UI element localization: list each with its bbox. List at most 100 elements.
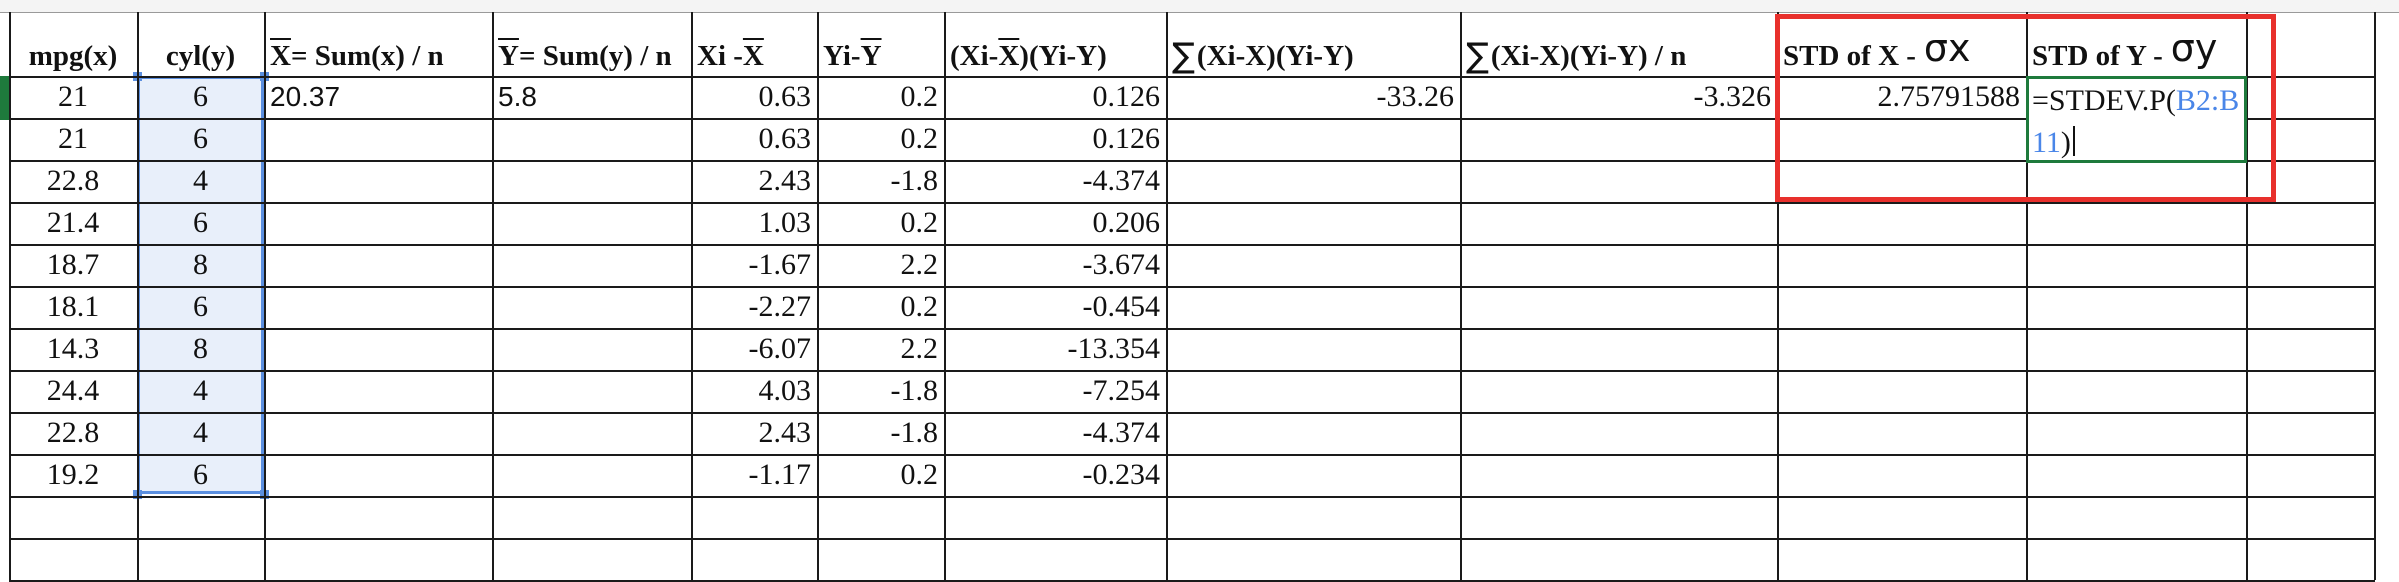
cell-prod[interactable]: 0.126 — [1092, 122, 1161, 155]
cell-xi[interactable]: 0.63 — [758, 80, 812, 113]
cell-yi[interactable]: 0.2 — [900, 458, 939, 491]
cell-sumn[interactable]: -3.326 — [1693, 80, 1772, 113]
cell-ybar[interactable]: 5.8 — [498, 81, 537, 112]
column-divider — [1777, 12, 1779, 580]
cell-yi[interactable]: -1.8 — [890, 374, 939, 407]
row-divider — [9, 160, 2375, 162]
cell-xbar[interactable]: 20.37 — [270, 81, 341, 112]
cell-mpg[interactable]: 21 — [58, 80, 88, 113]
header-text: STD of Y - — [2032, 39, 2163, 72]
header-stdx[interactable]: STD of X - σx — [1777, 26, 2026, 76]
cell-cyl[interactable]: 6 — [193, 290, 208, 323]
cell-cyl[interactable]: 4 — [193, 164, 208, 197]
header-yi[interactable]: Yi- Y — [817, 36, 944, 76]
cell-cyl[interactable]: 6 — [193, 206, 208, 239]
formula-prefix: =STDEV.P( — [2032, 84, 2176, 117]
row-divider — [9, 370, 2375, 372]
row-divider — [9, 76, 2375, 78]
row-divider — [9, 118, 2375, 120]
column-divider — [2374, 12, 2376, 580]
cell-prod[interactable]: 0.206 — [1092, 206, 1161, 239]
header-xi[interactable]: Xi - X — [691, 36, 817, 76]
column-divider — [137, 12, 139, 580]
cell-yi[interactable]: -1.8 — [890, 164, 939, 197]
cell-yi[interactable]: 0.2 — [900, 80, 939, 113]
cell-mpg[interactable]: 22.8 — [46, 416, 100, 449]
cell-xi[interactable]: -2.27 — [748, 290, 812, 323]
column-divider — [817, 12, 819, 580]
cell-xi[interactable]: 2.43 — [758, 164, 812, 197]
header-sum[interactable]: ∑ (Xi-X)(Yi-Y) — [1166, 36, 1460, 76]
cell-cyl[interactable]: 6 — [193, 458, 208, 491]
cell-yi[interactable]: 2.2 — [900, 248, 939, 281]
cell-yi[interactable]: 0.2 — [900, 290, 939, 323]
cell-prod[interactable]: -7.254 — [1082, 374, 1161, 407]
active-cell-editor[interactable] — [2026, 76, 2247, 163]
cell-xi[interactable]: -1.67 — [748, 248, 812, 281]
column-divider — [492, 12, 494, 580]
text-caret — [2072, 126, 2075, 156]
handwritten-sigma: σy — [2170, 26, 2218, 70]
cell-cyl[interactable]: 4 — [193, 374, 208, 407]
header-mean-symbol: X — [270, 39, 291, 72]
cell-xi[interactable]: -6.07 — [748, 332, 812, 365]
cell-yi[interactable]: -1.8 — [890, 416, 939, 449]
cell-sum[interactable]: -33.26 — [1376, 80, 1455, 113]
cell-cyl[interactable]: 8 — [193, 332, 208, 365]
formula-range-ref: B2:B11 — [2032, 84, 2240, 159]
cell-prod[interactable]: 0.126 — [1092, 80, 1161, 113]
cell-xi[interactable]: -1.17 — [748, 458, 812, 491]
header-xbar[interactable]: X = Sum(x) / n — [264, 36, 492, 76]
column-divider — [9, 12, 11, 580]
cell-mpg[interactable]: 21.4 — [46, 206, 100, 239]
cell-xi[interactable]: 0.63 — [758, 122, 812, 155]
header-mean-symbol: X — [998, 39, 1020, 72]
cell-mpg[interactable]: 18.7 — [46, 248, 100, 281]
cell-prod[interactable]: -0.234 — [1082, 458, 1161, 491]
cell-mpg[interactable]: 21 — [58, 122, 88, 155]
cell-mpg[interactable]: 18.1 — [46, 290, 100, 323]
header-mean-symbol: Y — [498, 39, 519, 72]
cell-prod[interactable]: -0.454 — [1082, 290, 1161, 323]
header-stdy[interactable]: STD of Y - σy — [2026, 26, 2246, 76]
cell-prod[interactable]: -3.674 — [1082, 248, 1161, 281]
header-sumn[interactable]: ∑ (Xi-X)(Yi-Y) / n — [1460, 36, 1777, 76]
header-text: )(Yi-Y) — [1019, 39, 1107, 72]
cell-mpg[interactable]: 24.4 — [46, 374, 100, 407]
header-text: mpg(x) — [28, 39, 118, 72]
cell-xi[interactable]: 1.03 — [758, 206, 812, 239]
row-divider — [9, 286, 2375, 288]
cell-stdx[interactable]: 2.75791588 — [1877, 80, 2021, 113]
cell-mpg[interactable]: 14.3 — [46, 332, 100, 365]
cell-prod[interactable]: -13.354 — [1067, 332, 1161, 365]
header-cyl[interactable]: cyl(y) — [137, 36, 264, 76]
cell-xi[interactable]: 4.03 — [758, 374, 812, 407]
column-divider — [944, 12, 946, 580]
formula-being-edited[interactable]: =STDEV.P(B2:B11) — [2032, 80, 2242, 164]
header-prod[interactable]: (Xi- X)(Yi-Y) — [944, 36, 1166, 76]
cell-yi[interactable]: 2.2 — [900, 332, 939, 365]
header-mpg[interactable]: mpg(x) — [9, 36, 137, 76]
header-ybar[interactable]: Y = Sum(y) / n — [492, 36, 691, 76]
cell-cyl[interactable]: 8 — [193, 248, 208, 281]
cell-yi[interactable]: 0.2 — [900, 206, 939, 239]
cell-yi[interactable]: 0.2 — [900, 122, 939, 155]
column-divider — [264, 12, 266, 580]
cell-xi[interactable]: 2.43 — [758, 416, 812, 449]
cell-cyl[interactable]: 4 — [193, 416, 208, 449]
header-text: (Xi-X)(Yi-Y) — [1196, 39, 1354, 72]
cell-cyl[interactable]: 6 — [193, 80, 208, 113]
row-divider — [9, 454, 2375, 456]
row-divider — [9, 328, 2375, 330]
cell-mpg[interactable]: 22.8 — [46, 164, 100, 197]
header-mean-symbol: X — [742, 39, 764, 72]
cell-prod[interactable]: -4.374 — [1082, 416, 1161, 449]
column-divider — [1460, 12, 1462, 580]
column-divider — [2026, 12, 2028, 580]
cell-prod[interactable]: -4.374 — [1082, 164, 1161, 197]
header-text: Yi- — [823, 39, 861, 72]
cell-mpg[interactable]: 19.2 — [46, 458, 100, 491]
column-header-strip[interactable] — [0, 0, 2399, 13]
cell-cyl[interactable]: 6 — [193, 122, 208, 155]
